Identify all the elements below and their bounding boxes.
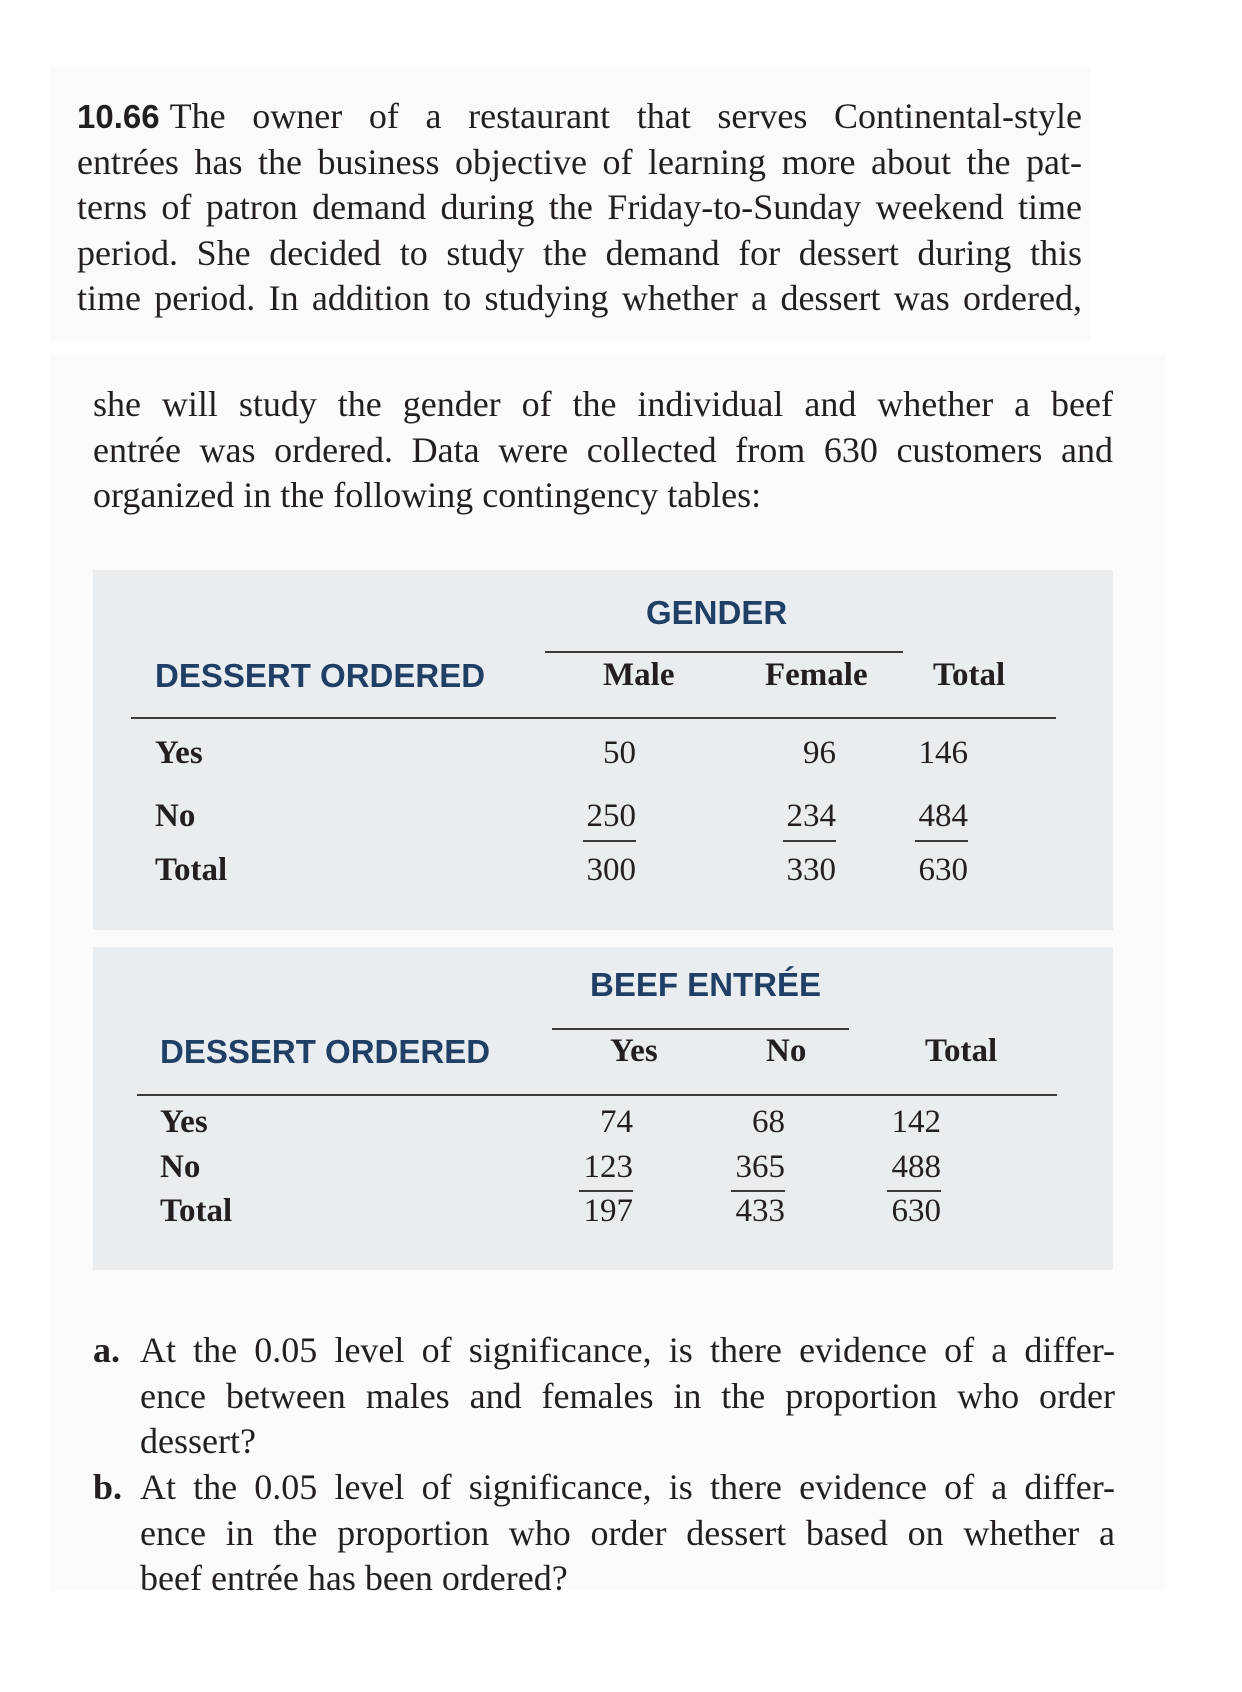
- problem-number: 10.66: [77, 98, 160, 135]
- cell-no-female: 234: [786, 798, 837, 834]
- group-header-rule: [545, 651, 903, 653]
- row-label-no: No: [160, 1149, 201, 1185]
- beef-entree-contingency-table: BEEF ENTRÉE DESSERT ORDERED Yes No Total…: [93, 947, 1113, 1270]
- header-rule: [131, 717, 1056, 719]
- intro-line-text: The owner of a restaurant that serves Co…: [169, 96, 1082, 136]
- intro-line-1: 10.66 The owner of a restaurant that serv…: [77, 94, 1082, 140]
- column-header-total: Total: [933, 657, 1006, 693]
- question-a-line-1: At the 0.05 level of significance, is th…: [140, 1330, 1115, 1370]
- gender-contingency-table: GENDER DESSERT ORDERED Male Female Total…: [93, 570, 1113, 930]
- cell-total-female: 330: [786, 852, 837, 888]
- cell-no-total: 484: [918, 798, 969, 834]
- cell-no-no: 365: [735, 1149, 786, 1185]
- question-a-text: At the 0.05 level of significance, is th…: [140, 1328, 1115, 1465]
- cell-total-no: 433: [735, 1193, 786, 1229]
- cell-yes-yes: 74: [600, 1104, 633, 1140]
- intro-background: [50, 68, 1090, 340]
- cell-yes-male: 50: [603, 735, 636, 771]
- continuation-line-2: entrée was ordered. Data were collected …: [93, 429, 1113, 470]
- sum-rule-no: [731, 1190, 785, 1192]
- column-header-no: No: [766, 1033, 807, 1069]
- intro-line-4: period. She decided to study the demand …: [77, 232, 1082, 273]
- cell-no-yes: 123: [583, 1149, 634, 1185]
- question-a-line-3: dessert?: [140, 1421, 256, 1461]
- question-a-line-2: ence between males and females in the pr…: [140, 1375, 1115, 1416]
- question-b-line-2: ence in the proportion who order dessert…: [140, 1512, 1115, 1553]
- cell-total-yes: 197: [583, 1193, 634, 1229]
- sum-rule-male: [583, 840, 636, 842]
- cell-no-total: 488: [891, 1149, 942, 1185]
- question-b-line-3: beef entrée has been ordered?: [140, 1558, 568, 1598]
- question-b-text: At the 0.05 level of significance, is th…: [140, 1465, 1115, 1602]
- question-b-label: b.: [93, 1467, 123, 1507]
- continuation-line-1: she will study the gender of the individ…: [93, 384, 1113, 424]
- row-header-dessert-ordered: DESSERT ORDERED: [160, 1033, 491, 1070]
- group-header-gender: GENDER: [646, 594, 788, 631]
- row-header-dessert-ordered: DESSERT ORDERED: [155, 657, 486, 694]
- cell-total-male: 300: [586, 852, 637, 888]
- sum-rule-total: [915, 840, 968, 842]
- row-label-total: Total: [155, 852, 228, 888]
- cell-yes-total: 142: [891, 1104, 942, 1140]
- sum-rule-total: [887, 1190, 941, 1192]
- cell-yes-female: 96: [803, 735, 836, 771]
- problem-intro: 10.66 The owner of a restaurant that serv…: [77, 94, 1082, 322]
- row-label-yes: Yes: [155, 735, 203, 771]
- column-header-yes: Yes: [610, 1033, 658, 1069]
- row-label-total: Total: [160, 1193, 233, 1229]
- row-label-yes: Yes: [160, 1104, 208, 1140]
- cell-yes-no: 68: [752, 1104, 785, 1140]
- question-a-label: a.: [93, 1330, 120, 1370]
- header-rule: [137, 1094, 1057, 1096]
- continuation-line-3: organized in the following contingency t…: [93, 475, 762, 515]
- cell-total-total: 630: [918, 852, 969, 888]
- sum-rule-yes: [579, 1190, 633, 1192]
- intro-line-5: time period. In addition to studying whe…: [77, 278, 1082, 318]
- cell-no-male: 250: [586, 798, 637, 834]
- row-label-no: No: [155, 798, 196, 834]
- column-header-female: Female: [765, 657, 868, 693]
- column-header-total: Total: [925, 1033, 998, 1069]
- column-header-male: Male: [603, 657, 675, 693]
- intro-line-3: terns of patron demand during the Friday…: [77, 187, 1082, 227]
- cell-yes-total: 146: [918, 735, 969, 771]
- sum-rule-female: [783, 840, 836, 842]
- group-header-rule: [552, 1028, 849, 1030]
- group-header-beef-entree: BEEF ENTRÉE: [590, 966, 822, 1003]
- problem-continuation: she will study the gender of the individ…: [93, 382, 1113, 519]
- intro-line-2: entrées has the business objective of le…: [77, 141, 1082, 182]
- question-b-line-1: At the 0.05 level of significance, is th…: [140, 1467, 1115, 1507]
- cell-total-total: 630: [891, 1193, 942, 1229]
